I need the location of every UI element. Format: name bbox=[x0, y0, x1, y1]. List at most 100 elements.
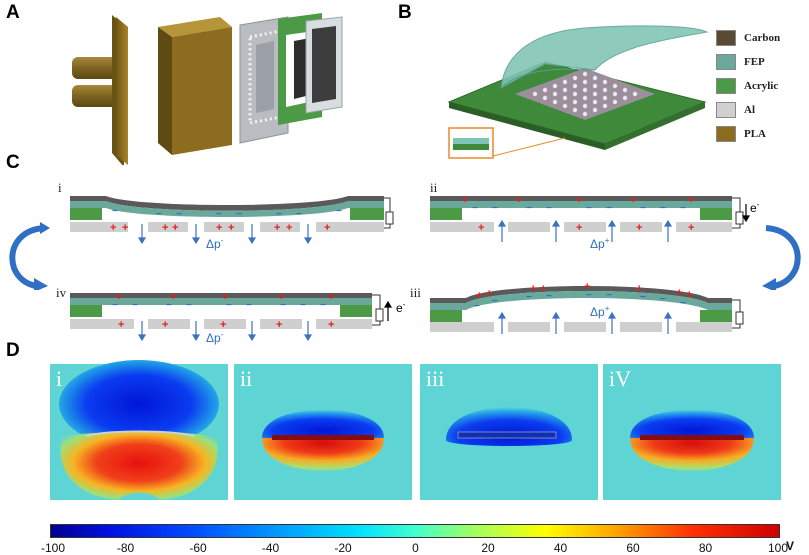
cycle-step-iii-diagram: + + + + + + + + − − − − − − − − − bbox=[430, 281, 744, 334]
svg-text:+: + bbox=[162, 222, 168, 234]
legend-item-acrylic: Acrylic bbox=[716, 78, 778, 94]
step-label-iv: iv bbox=[56, 285, 67, 300]
legend-item-al: Al bbox=[716, 102, 755, 118]
colorbar-tick-label: 80 bbox=[698, 541, 713, 555]
svg-text:−: − bbox=[186, 300, 192, 311]
pressure-label-ii: Δp+ bbox=[590, 236, 609, 251]
legend-swatch-pla bbox=[716, 126, 736, 142]
svg-text:−: − bbox=[680, 203, 686, 214]
svg-text:−: − bbox=[320, 300, 326, 311]
svg-text:−: − bbox=[336, 206, 342, 217]
electron-label-iv: e- bbox=[396, 300, 405, 315]
legend-label-pla: PLA bbox=[744, 128, 766, 140]
svg-text:−: − bbox=[526, 292, 532, 303]
svg-text:+: + bbox=[118, 319, 124, 331]
svg-text:−: − bbox=[526, 203, 532, 214]
svg-text:−: − bbox=[492, 203, 498, 214]
svg-text:−: − bbox=[132, 300, 138, 311]
colorbar-tick-label: 100 bbox=[767, 541, 789, 555]
svg-text:+: + bbox=[516, 194, 522, 206]
map-label-iii: iii bbox=[426, 366, 445, 391]
svg-text:+: + bbox=[530, 283, 536, 295]
svg-text:+: + bbox=[172, 222, 178, 234]
legend-item-carbon: Carbon bbox=[716, 30, 780, 46]
potential-map-i bbox=[50, 360, 228, 500]
colorbar-tick-label: -100 bbox=[40, 541, 66, 555]
svg-text:+: + bbox=[324, 222, 330, 234]
cycle-step-i-diagram: + + + + + + + + + − − − − − − − − bbox=[70, 196, 394, 245]
colorbar-tick-label: 0 bbox=[412, 541, 419, 555]
cycle-arrow-right-icon bbox=[762, 225, 801, 290]
cycle-step-ii-diagram: + + + + + + + + + − − − − − − − − − bbox=[430, 194, 751, 242]
svg-text:−: − bbox=[300, 300, 306, 311]
legend-swatch-carbon bbox=[716, 30, 736, 46]
colorbar-tick-label: -40 bbox=[261, 541, 280, 555]
al-grid-plate bbox=[239, 16, 289, 144]
legend-item-fep: FEP bbox=[716, 54, 765, 70]
colorbar-tick-label: 60 bbox=[626, 541, 640, 555]
pressure-sign-i: - bbox=[220, 236, 224, 245]
svg-text:+: + bbox=[170, 291, 176, 303]
step-label-ii: ii bbox=[430, 180, 438, 195]
pla-end-cap bbox=[72, 15, 128, 165]
svg-text:+: + bbox=[686, 289, 692, 301]
svg-text:+: + bbox=[576, 222, 582, 234]
peeled-device-illustration bbox=[447, 25, 709, 159]
svg-text:−: − bbox=[246, 300, 252, 311]
panel-letter-a: A bbox=[6, 2, 20, 23]
legend-swatch-acrylic bbox=[716, 78, 736, 94]
svg-text:+: + bbox=[328, 291, 334, 303]
svg-text:+: + bbox=[486, 288, 492, 300]
svg-text:−: − bbox=[606, 290, 612, 301]
electron-symbol-iv: e bbox=[396, 301, 403, 315]
svg-text:+: + bbox=[688, 194, 694, 206]
step-label-i: i bbox=[58, 180, 62, 195]
colorbar-tick-label: -80 bbox=[116, 541, 135, 555]
svg-text:+: + bbox=[688, 222, 694, 234]
svg-text:+: + bbox=[478, 222, 484, 234]
svg-text:−: − bbox=[660, 294, 666, 305]
potential-map-iii bbox=[420, 364, 598, 500]
svg-text:−: − bbox=[586, 203, 592, 214]
svg-text:−: − bbox=[216, 209, 222, 220]
svg-text:+: + bbox=[162, 319, 168, 331]
svg-text:+: + bbox=[276, 319, 282, 331]
svg-text:+: + bbox=[676, 287, 682, 299]
colorbar-tick-label: 40 bbox=[553, 541, 568, 555]
svg-text:−: − bbox=[112, 300, 118, 311]
svg-text:−: − bbox=[236, 209, 242, 220]
panel-letter-b: B bbox=[398, 2, 412, 23]
cycle-arrow-left-icon bbox=[9, 222, 50, 290]
svg-text:−: − bbox=[296, 209, 302, 220]
svg-text:+: + bbox=[278, 291, 284, 303]
electron-sign-ii: - bbox=[756, 200, 760, 209]
pressure-symbol-iii: Δp bbox=[590, 305, 605, 319]
svg-text:−: − bbox=[280, 300, 286, 311]
svg-text:−: − bbox=[606, 203, 612, 214]
svg-text:−: − bbox=[660, 203, 666, 214]
svg-text:+: + bbox=[476, 290, 482, 302]
svg-text:−: − bbox=[474, 301, 480, 312]
pressure-sign-iii: + bbox=[604, 304, 610, 313]
svg-text:−: − bbox=[166, 300, 172, 311]
legend-item-pla: PLA bbox=[716, 126, 766, 142]
svg-text:+: + bbox=[462, 194, 468, 206]
pla-box bbox=[158, 17, 232, 155]
svg-text:+: + bbox=[540, 283, 546, 295]
svg-text:+: + bbox=[228, 222, 234, 234]
legend-label-acrylic: Acrylic bbox=[744, 80, 779, 92]
svg-text:−: − bbox=[546, 203, 552, 214]
pressure-sign-iv: - bbox=[220, 330, 224, 339]
svg-text:−: − bbox=[546, 291, 552, 302]
svg-text:−: − bbox=[276, 209, 282, 220]
svg-text:+: + bbox=[576, 194, 582, 206]
colorbar-tick-label: -60 bbox=[189, 541, 207, 555]
cycle-step-iv-diagram: + + + + + + + + + + − − − − − − − − − bbox=[70, 291, 393, 342]
map-label-i: i bbox=[56, 366, 63, 391]
potential-map-ii bbox=[234, 364, 412, 500]
svg-text:+: + bbox=[328, 319, 334, 331]
svg-text:+: + bbox=[122, 222, 128, 234]
svg-text:+: + bbox=[116, 291, 122, 303]
svg-text:−: − bbox=[112, 206, 118, 217]
